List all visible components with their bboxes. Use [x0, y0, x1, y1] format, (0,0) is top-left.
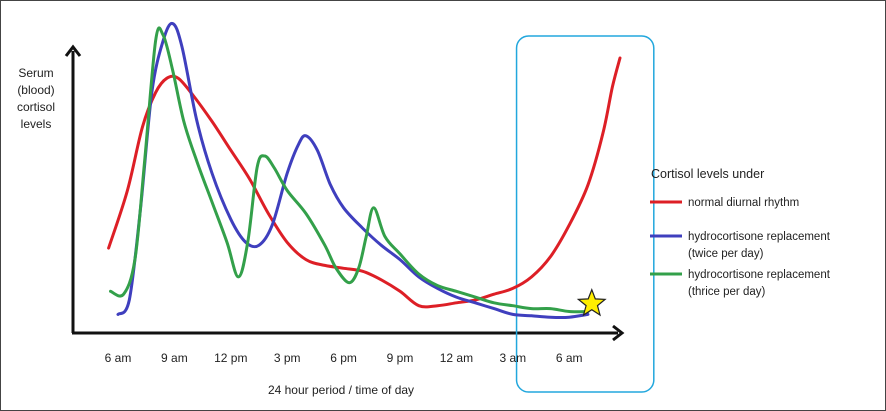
x-tick-labels: 6 am 9 am 12 pm 3 pm 6 pm 9 pm 12 am 3 am 6 am: [105, 351, 583, 365]
y-axis-label-line: levels: [21, 117, 52, 131]
x-tick-label: 9 am: [161, 351, 188, 365]
x-tick-label: 12 am: [440, 351, 473, 365]
x-axis-arrow: [612, 324, 625, 342]
series-twice-line: [116, 21, 590, 319]
y-axis-label-line: (blood): [17, 83, 54, 97]
y-axis-label-line: cortisol: [17, 100, 55, 114]
legend-entry-text: (twice per day): [688, 248, 764, 260]
y-axis-arrow: [64, 44, 82, 57]
axes: [64, 44, 625, 342]
x-tick-label: 6 am: [556, 351, 583, 365]
y-axis-label: Serum (blood) cortisol levels: [17, 66, 55, 131]
x-tick-label: 6 pm: [330, 351, 357, 365]
y-axis-label-line: Serum: [18, 66, 53, 80]
x-tick-label: 3 pm: [274, 351, 301, 365]
x-tick-label: 3 am: [499, 351, 526, 365]
x-tick-label: 9 pm: [387, 351, 414, 365]
x-tick-label: 12 pm: [214, 351, 247, 365]
highlight-window-box: [515, 35, 655, 393]
series-thrice-line: [109, 26, 590, 314]
legend-entry-text: hydrocortisone replacement: [688, 231, 831, 243]
series-normal-line: [107, 56, 622, 309]
highlight-window: [515, 35, 655, 393]
legend-title: Cortisol levels under: [651, 167, 764, 181]
legend-entry-text: (thrice per day): [688, 286, 766, 298]
legend-entry-text: hydrocortisone replacement: [688, 269, 831, 281]
legend-entry-text: normal diurnal rhythm: [688, 197, 799, 209]
legend: Cortisol levels under normal diurnal rhy…: [650, 167, 831, 298]
x-tick-label: 6 am: [105, 351, 132, 365]
star-icon: [576, 288, 607, 317]
star-marker: [576, 288, 607, 317]
series-group: [107, 21, 622, 319]
x-axis-label: 24 hour period / time of day: [268, 383, 414, 397]
